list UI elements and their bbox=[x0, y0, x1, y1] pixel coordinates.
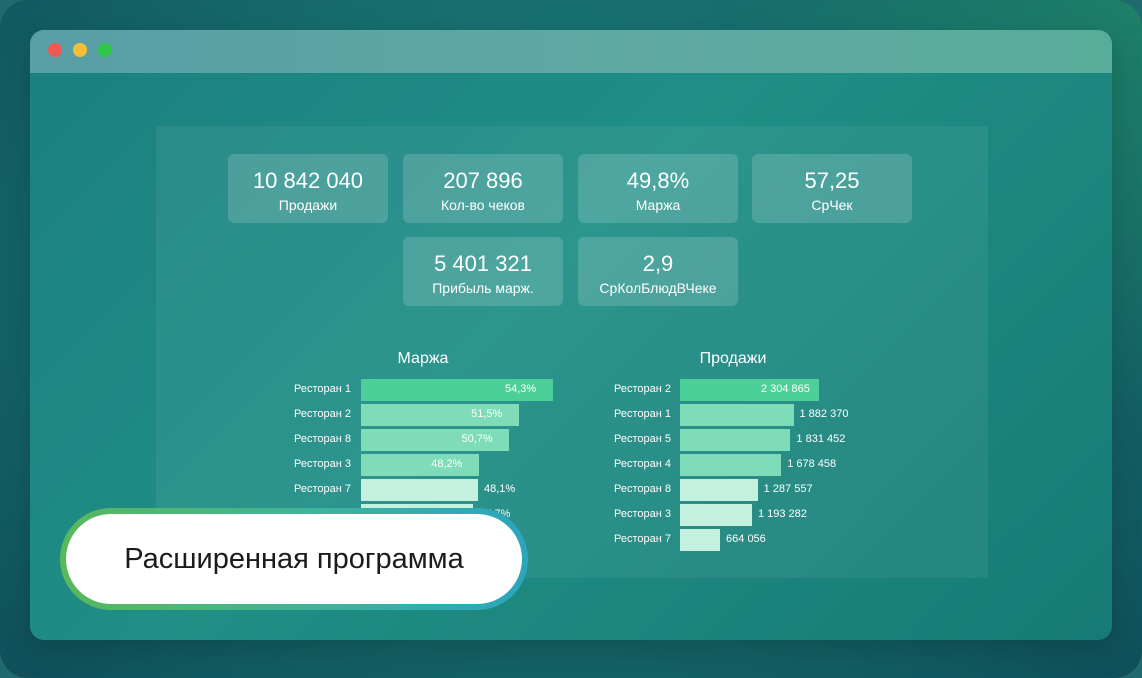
kpi-label: Продажи bbox=[278, 197, 338, 213]
kpi-value: 49,8% bbox=[626, 168, 690, 193]
bar-category-label: Ресторан 1 bbox=[614, 408, 671, 420]
kpi-label: Маржа bbox=[635, 197, 681, 213]
chart-title: Маржа bbox=[397, 350, 449, 367]
bar-value-label: 51,5% bbox=[471, 408, 503, 420]
bar[interactable] bbox=[680, 454, 782, 476]
kpi-value: 207 896 bbox=[443, 168, 523, 193]
kpi-card-avg-check: 57,25 СрЧек bbox=[752, 154, 912, 223]
kpi-value: 5 401 321 bbox=[434, 251, 532, 276]
bar-value-label: 54,3% bbox=[505, 383, 537, 395]
bar-category-label: Ресторан 7 bbox=[614, 533, 671, 545]
bar-category-label: Ресторан 8 bbox=[294, 433, 351, 445]
kpi-label: СрЧек bbox=[811, 197, 853, 213]
program-badge[interactable]: Расширенная программа bbox=[60, 508, 528, 610]
kpi-label: СрКолБлюдВЧеке bbox=[599, 280, 717, 296]
bar-value-label: 2 304 865 bbox=[760, 383, 810, 395]
bar-category-label: Ресторан 1 bbox=[294, 383, 351, 395]
minimize-dot[interactable] bbox=[73, 43, 87, 57]
kpi-label: Кол-во чеков bbox=[440, 197, 525, 213]
bar-category-label: Ресторан 3 bbox=[294, 458, 351, 470]
bar-value-label: 48,2% bbox=[431, 458, 463, 470]
bar-value-label: 50,7% bbox=[461, 433, 493, 445]
bar[interactable] bbox=[361, 454, 480, 476]
bar[interactable] bbox=[680, 404, 794, 426]
program-badge-label: Расширенная программа bbox=[66, 514, 522, 604]
bar-value-label: 664 056 bbox=[726, 533, 766, 545]
bar-category-label: Ресторан 5 bbox=[614, 433, 671, 445]
chart-title: Продажи bbox=[699, 350, 767, 367]
bar-category-label: Ресторан 2 bbox=[294, 408, 351, 420]
dashboard-panel: 10 842 040 Продажи 207 896 Кол-во чеков … bbox=[156, 126, 988, 578]
bar[interactable] bbox=[680, 504, 752, 526]
bar-value-label: 48,1% bbox=[484, 483, 516, 495]
bar-value-label: 1 882 370 bbox=[799, 408, 849, 420]
bar[interactable] bbox=[361, 429, 510, 451]
bar-category-label: Ресторан 2 bbox=[614, 383, 671, 395]
kpi-card-checks: 207 896 Кол-во чеков bbox=[403, 154, 563, 223]
bar[interactable] bbox=[361, 479, 478, 501]
window-titlebar bbox=[30, 30, 1112, 73]
kpi-card-profit: 5 401 321 Прибыль марж. bbox=[403, 237, 563, 306]
bar-category-label: Ресторан 8 bbox=[614, 483, 671, 495]
zoom-dot[interactable] bbox=[98, 43, 112, 57]
bar[interactable] bbox=[361, 404, 520, 426]
bar[interactable] bbox=[680, 429, 791, 451]
bar[interactable] bbox=[680, 479, 758, 501]
bar-category-label: Ресторан 3 bbox=[614, 508, 671, 520]
close-dot[interactable] bbox=[48, 43, 62, 57]
kpi-card-sales: 10 842 040 Продажи bbox=[228, 154, 388, 223]
kpi-label: Прибыль марж. bbox=[432, 280, 534, 296]
kpi-card-dishes-per-check: 2,9 СрКолБлюдВЧеке bbox=[578, 237, 738, 306]
bar[interactable] bbox=[361, 379, 554, 401]
bar-value-label: 1 831 452 bbox=[796, 433, 846, 445]
bar-value-label: 1 678 458 bbox=[787, 458, 837, 470]
bar-category-label: Ресторан 7 bbox=[294, 483, 351, 495]
bar-value-label: 1 287 557 bbox=[763, 483, 813, 495]
kpi-value: 57,25 bbox=[804, 168, 860, 193]
bar[interactable] bbox=[680, 529, 721, 551]
kpi-card-margin: 49,8% Маржа bbox=[578, 154, 738, 223]
kpi-value: 10 842 040 bbox=[252, 168, 364, 193]
bar-value-label: 1 193 282 bbox=[757, 508, 807, 520]
browser-window: 10 842 040 Продажи 207 896 Кол-во чеков … bbox=[30, 30, 1112, 640]
bar-category-label: Ресторан 4 bbox=[614, 458, 671, 470]
bar[interactable] bbox=[680, 379, 819, 401]
kpi-value: 2,9 bbox=[642, 251, 674, 276]
